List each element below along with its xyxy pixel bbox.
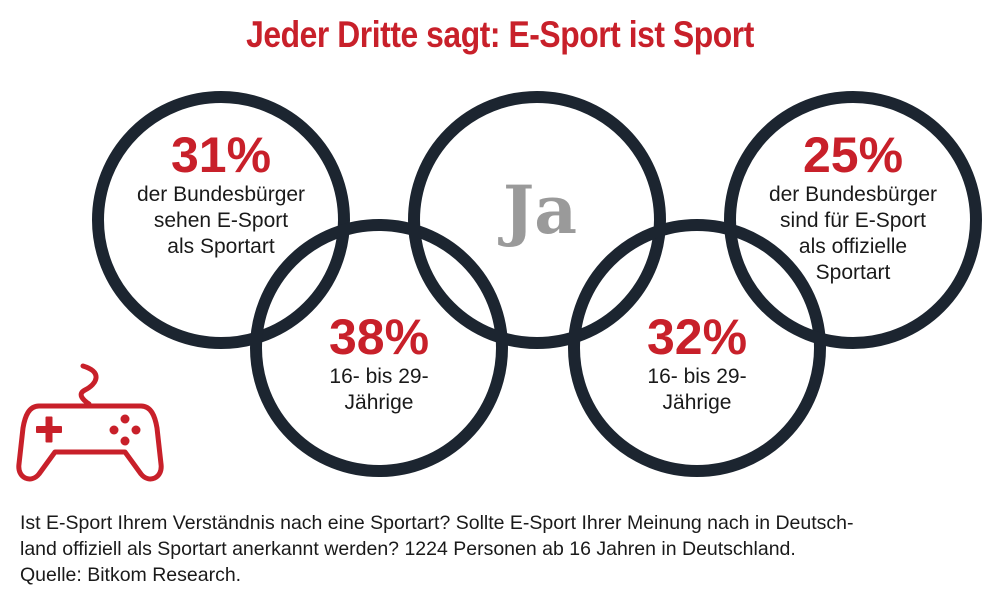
stat-top-left: 31% der Bundesbürger sehen E-Sport als S…: [121, 128, 321, 260]
ring-top-left: [92, 91, 350, 349]
footnote: Ist E-Sport Ihrem Verständnis nach eine …: [20, 510, 980, 588]
stat-label: als offizielle: [798, 235, 908, 258]
footnote-line: Ist E-Sport Ihrem Verständnis nach eine …: [20, 512, 854, 534]
stat-label: sind für E-Sport: [780, 209, 926, 232]
gamepad-icon: [16, 363, 164, 482]
stat-label: 16- bis 29-: [329, 365, 429, 388]
stat-label: Jährige: [344, 391, 414, 414]
chart-title: Jeder Dritte sagt: E-Sport ist Sport: [246, 14, 754, 55]
stat-value: 31%: [170, 127, 272, 183]
ring-top-center: [408, 91, 666, 349]
stat-label: Sportart: [815, 261, 891, 284]
stat-value: 25%: [802, 127, 904, 183]
footnote-line: land offiziell als Sportart anerkannt we…: [20, 538, 796, 560]
stat-bottom-left: 38% 16- bis 29- Jährige: [279, 310, 479, 416]
stat-bottom-right: 32% 16- bis 29- Jährige: [597, 310, 797, 416]
stat-label: sehen E-Sport: [153, 209, 289, 232]
stat-label: 16- bis 29-: [647, 365, 747, 388]
stat-top-right: 25% der Bundesbürger sind für E-Sport al…: [753, 128, 953, 286]
stat-value: 32%: [646, 309, 748, 365]
ring-bottom-left: [250, 219, 508, 477]
center-label: Ja: [503, 171, 577, 249]
ring-top-right: [724, 91, 982, 349]
stat-label: Jährige: [662, 391, 732, 414]
stat-label: der Bundesbürger: [768, 183, 938, 206]
stat-value: 38%: [328, 309, 430, 365]
stat-label: als Sportart: [167, 235, 275, 258]
footnote-line: Quelle: Bitkom Research.: [20, 564, 242, 586]
ring-bottom-right: [568, 219, 826, 477]
stat-label: der Bundesbürger: [136, 183, 306, 206]
